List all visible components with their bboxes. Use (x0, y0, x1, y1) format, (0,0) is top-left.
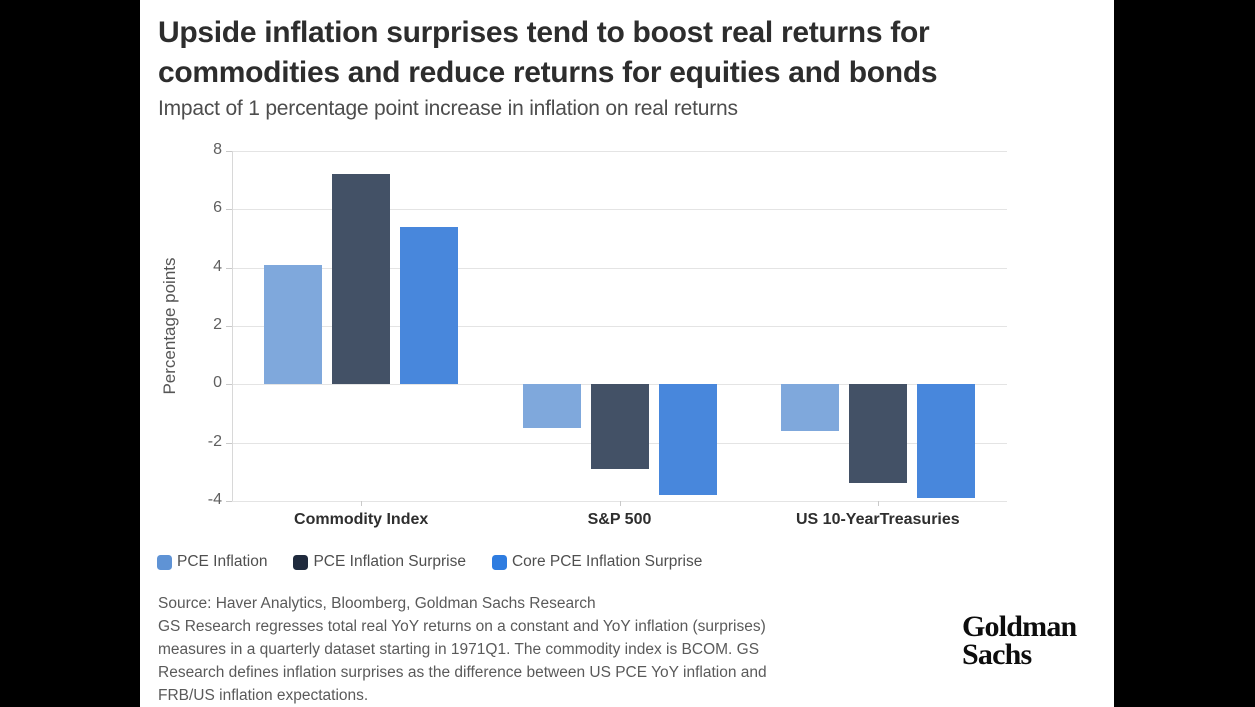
legend-item: Core PCE Inflation Surprise (491, 553, 703, 571)
bar-core-pce-inflation-surprise (658, 384, 717, 496)
y-axis-title: Percentage points (160, 257, 179, 395)
x-category-label: S&P 500 (587, 511, 652, 528)
x-category-label: US 10-YearTreasuries (795, 511, 960, 528)
y-tick-label: -4 (207, 491, 222, 508)
footnote-line: GS Research regresses total real YoY ret… (158, 618, 766, 635)
x-axis-tick (877, 501, 879, 506)
y-axis-line (232, 151, 233, 501)
footnote-line: measures in a quarterly dataset starting… (158, 641, 760, 658)
chart-card: Upside inflation surprises tend to boost… (140, 0, 1114, 707)
legend-item: PCE Inflation Surprise (293, 553, 466, 571)
legend-item: PCE Inflation (157, 553, 267, 571)
bar-pce-inflation (780, 384, 839, 431)
footnote-line: FRB/US inflation expectations. (158, 687, 369, 704)
chart-subtitle: Impact of 1 percentage point increase in… (158, 97, 738, 120)
gridline (232, 151, 1007, 152)
logo-line1: Goldman (962, 610, 1077, 643)
legend-label: Core PCE Inflation Surprise (511, 553, 703, 570)
gridline (232, 209, 1007, 211)
x-axis-tick (619, 501, 621, 506)
y-tick-label: 2 (213, 316, 222, 333)
gridline (232, 326, 1007, 327)
bar-pce-inflation-surprise (332, 174, 391, 385)
y-axis-tick (226, 501, 232, 502)
bar-pce-inflation-surprise (590, 384, 649, 469)
x-axis-tick (361, 501, 363, 506)
logo-line2: Sachs (962, 638, 1032, 671)
y-tick-label: 8 (213, 141, 222, 158)
chart-title: Upside inflation surprises tend to boost… (158, 13, 938, 93)
bar-core-pce-inflation-surprise (400, 226, 459, 385)
y-axis-tick (226, 151, 232, 152)
bar-pce-inflation (264, 264, 323, 385)
y-axis-tick (226, 442, 232, 444)
source-line: Source: Haver Analytics, Bloomberg, Gold… (158, 595, 596, 612)
x-category-label: Commodity Index (294, 511, 429, 528)
legend-swatch-icon (491, 554, 507, 570)
legend-label: PCE Inflation (177, 553, 268, 570)
footnote: GS Research regresses total real YoY ret… (158, 615, 767, 707)
legend-swatch-icon (293, 554, 309, 570)
y-tick-label: -2 (207, 432, 222, 450)
legend-swatch-icon (157, 554, 172, 570)
chart-title-line1: Upside inflation surprises tend to boost… (158, 16, 930, 49)
y-tick-label: 6 (213, 199, 222, 217)
bar-core-pce-inflation-surprise (916, 384, 975, 499)
chart-title-line2: commodities and reduce returns for equit… (158, 56, 938, 89)
footnote-line: Research defines inflation surprises as … (158, 664, 767, 681)
y-axis-tick (226, 384, 232, 386)
y-axis-tick (226, 326, 232, 327)
y-axis-tick (226, 267, 232, 269)
bar-pce-inflation-surprise (848, 384, 907, 484)
y-axis-tick (226, 209, 232, 211)
bar-chart-plot-area: 8 6 4 2 0 -2 -4 Percentage points Commodity Inde… (140, 0, 1114, 707)
goldman-sachs-logo: Goldman Sachs (962, 610, 1077, 671)
gridline (232, 267, 1007, 269)
y-tick-label: 4 (213, 257, 222, 275)
y-tick-label: 0 (213, 374, 222, 392)
bar-pce-inflation (522, 384, 581, 429)
legend-label: PCE Inflation Surprise (313, 553, 466, 570)
chart-legend: PCE Inflation PCE Inflation Surprise Core … (157, 553, 702, 571)
